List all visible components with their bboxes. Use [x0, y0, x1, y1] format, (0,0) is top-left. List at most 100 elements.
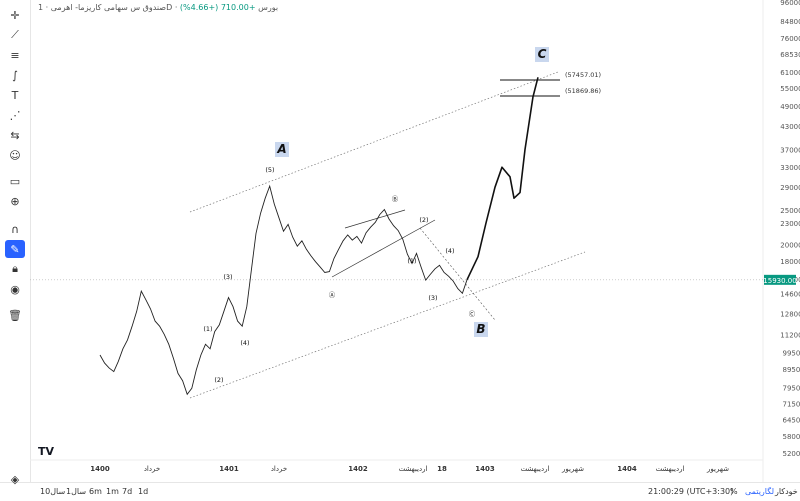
- wave-label: (1): [203, 325, 212, 333]
- y-tick-label: 20000.00: [780, 242, 800, 250]
- y-tick-label: 8950.00: [783, 366, 800, 374]
- log-toggle[interactable]: لگاریتمی: [745, 487, 775, 496]
- timeframe-label[interactable]: 1D: [38, 3, 173, 12]
- wave-label: Ⓒ: [469, 310, 476, 318]
- y-tick-label: 49000.00: [780, 103, 800, 111]
- x-tick-label: 18: [437, 465, 447, 473]
- brush-icon[interactable]: ∫: [12, 68, 18, 82]
- wedge-upper-line: [344, 209, 406, 229]
- correction-dashed-line: [419, 227, 496, 321]
- wave-label-bg: [474, 322, 488, 337]
- x-tick-label: اردیبهشت: [521, 465, 550, 473]
- current-price-badge: [764, 274, 796, 285]
- wave-label: (4): [240, 339, 249, 347]
- pattern-icon[interactable]: ⋰: [9, 108, 21, 122]
- x-tick-label: شهریور: [561, 465, 584, 473]
- percent-toggle[interactable]: %: [730, 487, 738, 496]
- eye-icon[interactable]: ◉: [10, 282, 20, 296]
- wave-label: (3): [428, 294, 437, 302]
- x-tick-label: خرداد: [271, 465, 287, 473]
- symbol-name[interactable]: صندوق س سهامی کاریزما- اهرمی: [50, 3, 167, 12]
- price-change: +710.00 (+4.66%): [179, 3, 256, 12]
- x-tick-label: 1403: [475, 465, 495, 473]
- projection-curve: [466, 77, 539, 281]
- trendline-icon[interactable]: ⟋: [11, 28, 19, 41]
- x-tick-label: اردیبهشت: [399, 465, 428, 473]
- wave-label: A: [276, 142, 286, 156]
- y-tick-label: 11200.00: [780, 331, 800, 339]
- crosshair-icon[interactable]: ✛: [10, 8, 20, 22]
- magnet-icon[interactable]: ∩: [10, 222, 20, 236]
- auto-toggle[interactable]: خودکار: [775, 487, 798, 496]
- y-tick-label: 9950.00: [783, 350, 800, 358]
- y-tick-label: 96000.00: [780, 0, 800, 7]
- lock-icon[interactable]: 🔒︎: [12, 262, 18, 275]
- emoji-icon[interactable]: ☺: [9, 148, 21, 162]
- layers-icon[interactable]: ◈: [10, 472, 20, 486]
- wave-label-bg: [535, 47, 549, 62]
- channel-upper-line: [189, 71, 559, 213]
- tradingview-logo: TV: [38, 445, 55, 458]
- range-1y[interactable]: 1سال: [66, 487, 87, 496]
- wave-label: (5): [265, 166, 274, 174]
- drawing-toolbar: ✛ ⟋ ≡ ∫ T ⋰ ⇆ ☺ ▭ ⊕ ∩ ✎ 🔒︎ ◉ 🗑︎: [0, 0, 31, 482]
- range-10y[interactable]: 10سال: [40, 487, 66, 496]
- target-level-label: (51869.86): [565, 87, 601, 95]
- wave-label: Ⓑ: [392, 195, 399, 203]
- x-tick-label: 1402: [348, 465, 368, 473]
- zoom-icon[interactable]: ⊕: [10, 194, 20, 208]
- measure-icon[interactable]: ⇆: [10, 128, 20, 142]
- range-1d[interactable]: 1d: [138, 487, 149, 496]
- y-tick-label: 23000.00: [780, 220, 800, 228]
- wave-label: B: [476, 322, 485, 336]
- price-chart[interactable]: 96000.00 84800.00 76000.00 68530.00 61000.00…: [30, 0, 800, 482]
- bottom-bar: 10سال 1سال 6m 1m 7d 1d 21:00:29 (UTC+3:3…: [0, 482, 800, 501]
- wave-label: (4): [445, 247, 454, 255]
- range-1m[interactable]: 1m: [106, 487, 119, 496]
- x-tick-label: شهریور: [706, 465, 729, 473]
- target-level-label: (57457.01): [565, 71, 601, 79]
- x-tick-label: خرداد: [144, 465, 160, 473]
- wave-label: (2): [419, 216, 428, 224]
- wave-label-bg: [275, 142, 289, 157]
- y-tick-label: 7950.00: [783, 384, 800, 392]
- y-tick-label: 76000.00: [780, 35, 800, 43]
- y-tick-label: 25000.00: [780, 207, 800, 215]
- x-tick-label: 1400: [90, 465, 110, 473]
- wave-label: Ⓐ: [329, 291, 336, 299]
- y-tick-label: 29000.00: [780, 184, 800, 192]
- range-6m[interactable]: 6m: [89, 487, 102, 496]
- ruler-icon[interactable]: ▭: [9, 174, 21, 188]
- y-tick-label: 12800.00: [780, 311, 800, 319]
- symbol-header: صندوق س سهامی کاریزما- اهرمی · 1D · بورس…: [38, 3, 279, 12]
- y-tick-label: 18000.00: [780, 258, 800, 266]
- lock-draw-icon[interactable]: ✎: [5, 240, 25, 258]
- wedge-lower-line: [331, 219, 436, 278]
- wave-label: C: [538, 47, 547, 61]
- y-tick-label: 7150.00: [783, 401, 800, 409]
- x-tick-label: 1404: [617, 465, 637, 473]
- y-tick-label: 33000.00: [780, 164, 800, 172]
- y-tick-label: 5200.00: [783, 450, 800, 458]
- exchange-label: بورس: [258, 3, 279, 12]
- y-tick-label: 61000.00: [780, 69, 800, 77]
- fib-icon[interactable]: ≡: [10, 48, 20, 62]
- clock-label: 21:00:29 (UTC+3:30): [648, 487, 734, 496]
- trash-icon[interactable]: 🗑︎: [8, 308, 22, 322]
- wave-label: (3): [223, 273, 232, 281]
- y-tick-label: 14600.00: [780, 290, 800, 298]
- x-tick-label: 1401: [219, 465, 239, 473]
- range-7d[interactable]: 7d: [122, 487, 133, 496]
- y-tick-label: 5800.00: [783, 433, 800, 441]
- y-tick-label: 55000.00: [780, 85, 800, 93]
- price-series-line: [99, 184, 468, 396]
- wave-label: (2): [214, 376, 223, 384]
- y-tick-label: 6450.00: [783, 417, 800, 425]
- text-icon[interactable]: T: [11, 88, 19, 102]
- y-tick-label: 84800.00: [780, 18, 800, 26]
- y-tick-label: 68530.00: [780, 51, 800, 59]
- y-tick-label: 43000.00: [780, 123, 800, 131]
- y-tick-label: 37000.00: [780, 146, 800, 154]
- x-tick-label: اردیبهشت: [656, 465, 685, 473]
- channel-lower-line: [189, 251, 586, 399]
